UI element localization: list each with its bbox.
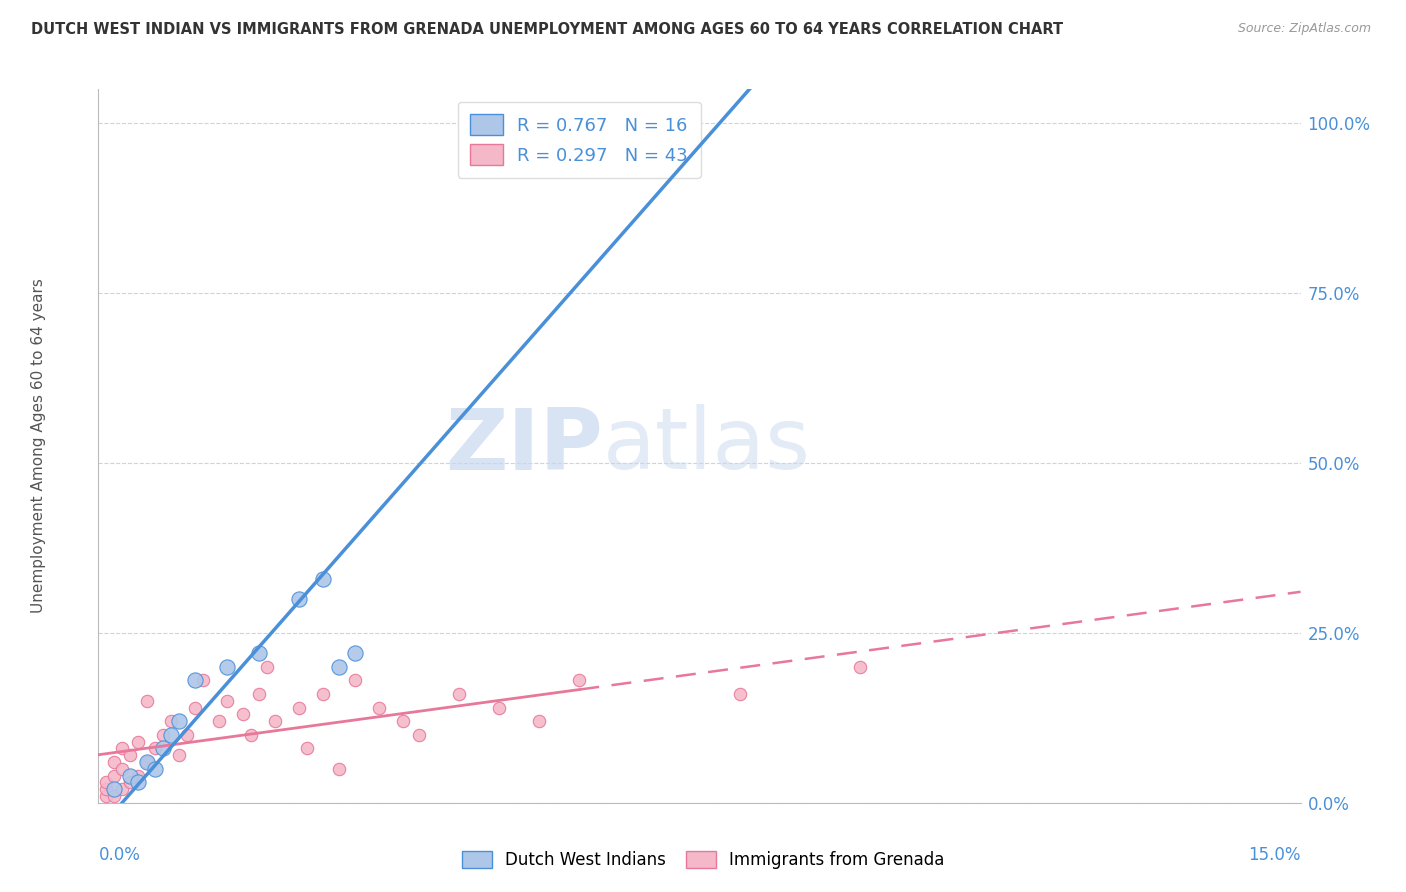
Text: ZIP: ZIP: [446, 404, 603, 488]
Point: [96, 775, 118, 789]
Point: [128, 734, 150, 748]
Point: [128, 775, 150, 789]
Text: DUTCH WEST INDIAN VS IMMIGRANTS FROM GRENADA UNEMPLOYMENT AMONG AGES 60 TO 64 YE: DUTCH WEST INDIAN VS IMMIGRANTS FROM GRE…: [31, 22, 1063, 37]
Point: [96, 782, 118, 797]
Point: [191, 673, 214, 688]
Point: [288, 591, 311, 606]
Point: [135, 755, 157, 769]
Point: [247, 687, 270, 701]
Point: [96, 789, 118, 803]
Point: [247, 646, 270, 660]
Point: [728, 687, 751, 701]
Point: [328, 660, 350, 674]
Text: atlas: atlas: [603, 404, 811, 488]
Point: [120, 748, 142, 763]
Point: [128, 769, 150, 783]
Point: [208, 714, 231, 729]
Point: [159, 714, 181, 729]
Point: [103, 769, 125, 783]
Point: [183, 700, 205, 714]
Point: [256, 660, 278, 674]
Point: [183, 673, 205, 688]
Text: Unemployment Among Ages 60 to 64 years: Unemployment Among Ages 60 to 64 years: [31, 278, 46, 614]
Point: [408, 728, 430, 742]
Point: [368, 700, 391, 714]
Point: [103, 755, 125, 769]
Point: [159, 728, 181, 742]
Point: [849, 660, 872, 674]
Point: [447, 687, 470, 701]
Point: [120, 775, 142, 789]
Legend: Dutch West Indians, Immigrants from Grenada: Dutch West Indians, Immigrants from Gren…: [451, 841, 955, 880]
Point: [176, 728, 198, 742]
Point: [328, 762, 350, 776]
Point: [111, 762, 134, 776]
Point: [167, 748, 190, 763]
Point: [111, 741, 134, 756]
Point: [312, 687, 335, 701]
Point: [152, 728, 174, 742]
Point: [135, 694, 157, 708]
Point: [568, 673, 591, 688]
Text: 15.0%: 15.0%: [1249, 846, 1301, 863]
Text: Source: ZipAtlas.com: Source: ZipAtlas.com: [1237, 22, 1371, 36]
Text: 0.0%: 0.0%: [98, 846, 141, 863]
Point: [263, 714, 285, 729]
Point: [392, 714, 415, 729]
Point: [295, 741, 318, 756]
Point: [312, 572, 335, 586]
Point: [215, 660, 238, 674]
Point: [633, 116, 655, 130]
Point: [232, 707, 254, 722]
Point: [103, 782, 125, 797]
Point: [343, 673, 366, 688]
Point: [167, 714, 190, 729]
Point: [143, 741, 166, 756]
Point: [343, 646, 366, 660]
Point: [120, 769, 142, 783]
Point: [529, 714, 551, 729]
Point: [111, 782, 134, 797]
Point: [215, 694, 238, 708]
Point: [143, 762, 166, 776]
Point: [288, 700, 311, 714]
Point: [103, 789, 125, 803]
Point: [488, 700, 510, 714]
Legend: R = 0.767   N = 16, R = 0.297   N = 43: R = 0.767 N = 16, R = 0.297 N = 43: [458, 102, 700, 178]
Point: [135, 755, 157, 769]
Point: [239, 728, 262, 742]
Point: [152, 741, 174, 756]
